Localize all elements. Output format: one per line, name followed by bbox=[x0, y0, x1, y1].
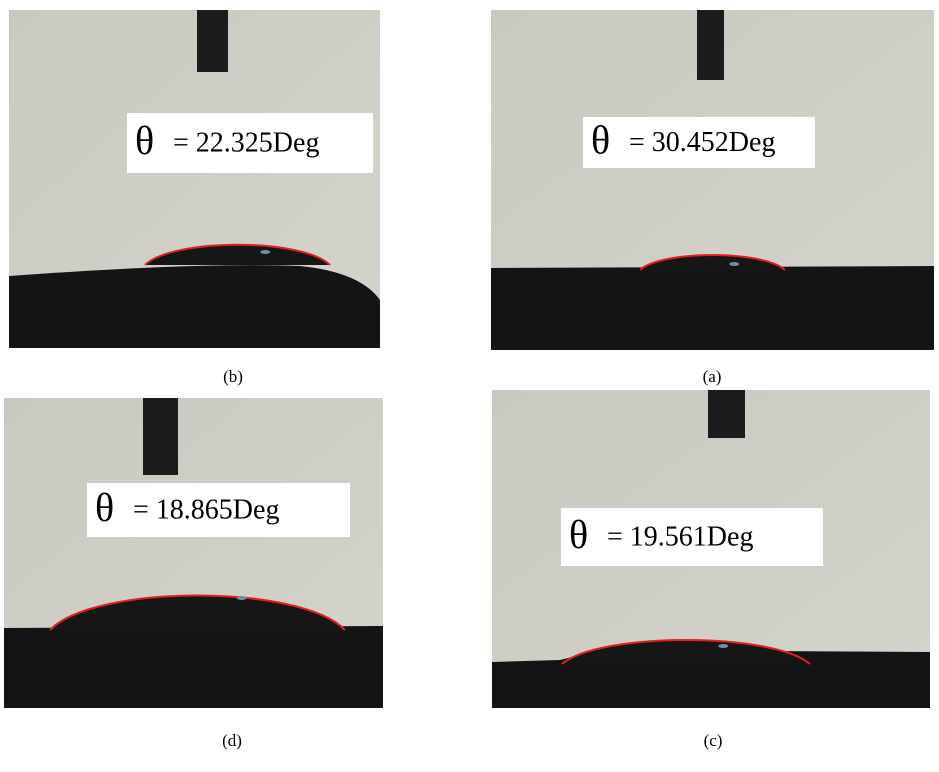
substrate bbox=[491, 266, 934, 350]
angle-value: = 19.561Deg bbox=[607, 521, 753, 552]
substrate bbox=[9, 265, 380, 348]
needle bbox=[197, 10, 228, 72]
angle-symbol: θ bbox=[135, 118, 154, 163]
photo-panel bbox=[9, 10, 380, 348]
angle-symbol: θ bbox=[95, 485, 114, 530]
needle bbox=[697, 10, 724, 80]
panel-caption: (d) bbox=[222, 731, 242, 750]
substrate bbox=[4, 626, 383, 708]
needle bbox=[708, 390, 745, 438]
panel-caption: (c) bbox=[704, 731, 723, 750]
angle-value: = 22.325Deg bbox=[173, 127, 319, 158]
figure: θ = 22.325Deg (b) θ = 30.452Deg (a) θ = 18.865D… bbox=[0, 0, 939, 772]
angle-symbol: θ bbox=[569, 512, 588, 557]
panel-caption: (b) bbox=[223, 367, 243, 386]
droplet-highlight bbox=[718, 644, 728, 648]
needle bbox=[143, 398, 178, 475]
panel-caption: (a) bbox=[703, 367, 722, 386]
droplet-highlight bbox=[260, 250, 270, 254]
droplet-highlight bbox=[729, 262, 739, 266]
angle-value: = 18.865Deg bbox=[133, 494, 279, 525]
angle-symbol: θ bbox=[591, 118, 610, 163]
photo-panel bbox=[491, 10, 934, 350]
angle-value: = 30.452Deg bbox=[629, 127, 775, 158]
photo-panel bbox=[4, 398, 383, 708]
droplet-highlight bbox=[237, 596, 247, 600]
